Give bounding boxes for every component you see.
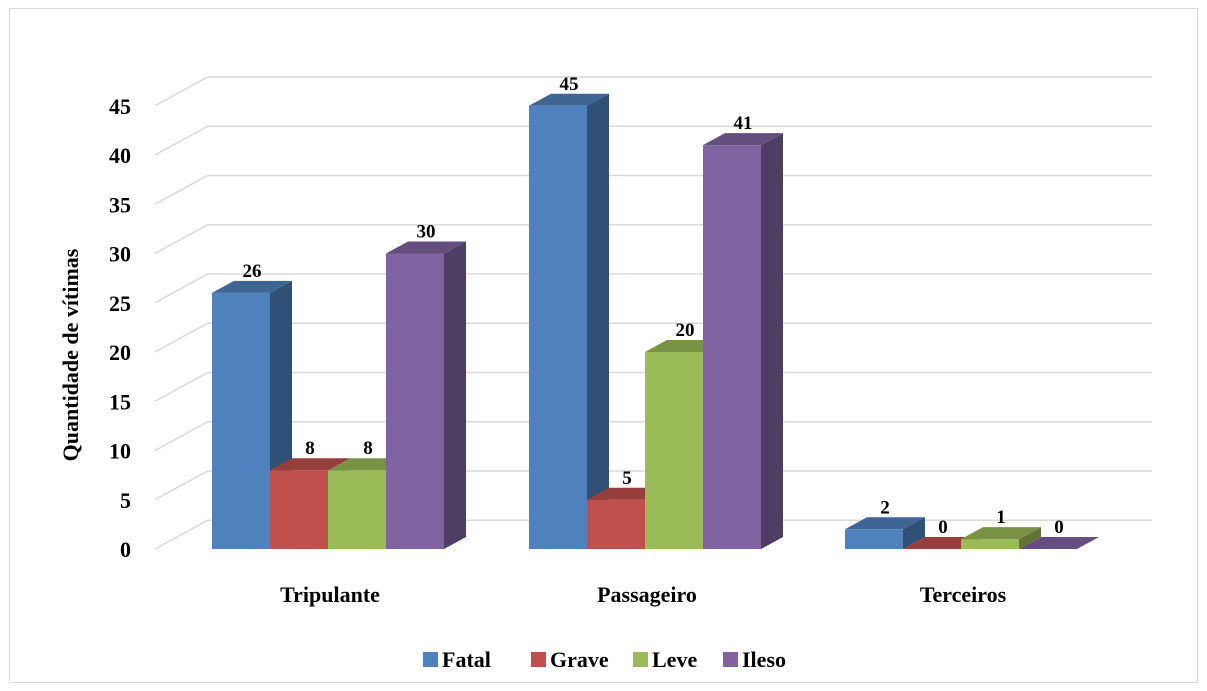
gridline-diagonal	[154, 421, 209, 452]
y-tick-label: 5	[120, 488, 131, 513]
bar-top	[386, 241, 466, 254]
legend-item-leve: Leve	[633, 647, 697, 672]
bar-top	[270, 458, 350, 471]
gridline-diagonal	[154, 470, 209, 501]
y-tick-label: 40	[109, 143, 131, 168]
bar-side	[761, 133, 783, 549]
bar-ileso-terceiros	[1019, 537, 1099, 549]
bar-fatal-passageiro	[529, 93, 609, 549]
legend-label: Ileso	[742, 647, 786, 672]
bar-front	[961, 539, 1019, 549]
bar-top	[529, 93, 609, 106]
legend-item-fatal: Fatal	[423, 647, 491, 672]
bar-fatal-terceiros	[845, 517, 925, 549]
bar-top	[961, 527, 1041, 540]
data-label: 0	[938, 517, 948, 538]
data-label: 0	[1054, 517, 1064, 538]
y-tick-label: 45	[109, 94, 131, 119]
y-tick-label: 20	[109, 340, 131, 365]
legend-swatch	[531, 652, 546, 667]
gridline-diagonal	[154, 76, 209, 107]
bar-front	[645, 352, 703, 549]
y-tick-label: 0	[120, 537, 131, 562]
bar-front	[587, 499, 645, 549]
y-tick-label: 10	[109, 439, 131, 464]
legend-label: Grave	[550, 647, 609, 672]
y-tick-label: 25	[109, 291, 131, 316]
data-label: 8	[363, 438, 373, 459]
data-label: 2	[880, 497, 890, 518]
gridline-diagonal	[154, 322, 209, 353]
legend: Fatal Grave Leve Ileso	[423, 647, 786, 672]
x-category-label: Terceiros	[920, 582, 1007, 607]
legend-label: Leve	[652, 647, 697, 672]
y-tick-label: 15	[109, 389, 131, 414]
bar-top	[703, 133, 783, 146]
legend-swatch	[723, 652, 738, 667]
legend-label: Fatal	[442, 647, 491, 672]
x-axis-categories: Tripulante Passageiro Terceiros	[280, 582, 1007, 607]
legend-item-ileso: Ileso	[723, 647, 786, 672]
data-label: 20	[676, 320, 695, 341]
bar-side	[444, 241, 466, 549]
x-category-label: Tripulante	[280, 582, 380, 607]
data-label: 26	[243, 261, 262, 282]
legend-swatch	[633, 652, 648, 667]
bar-ileso-tripulante	[386, 241, 466, 549]
bar-side	[1019, 527, 1041, 549]
gridline-diagonal	[154, 519, 209, 550]
data-label: 45	[560, 74, 579, 95]
bar-front	[270, 470, 328, 549]
x-category-label: Passageiro	[597, 582, 697, 607]
gridline-diagonal	[154, 125, 209, 156]
bar-front	[212, 292, 270, 549]
bar-top	[212, 280, 292, 293]
bar-front	[386, 253, 444, 549]
bar-top	[1019, 537, 1099, 549]
data-label: 1	[996, 507, 1006, 528]
bar-side	[903, 517, 925, 549]
bar-front	[328, 470, 386, 549]
bar-front	[703, 145, 761, 549]
gridline-diagonal	[154, 273, 209, 304]
bar-fatal-tripulante	[212, 280, 292, 549]
gridline-diagonal	[154, 174, 209, 205]
data-label: 8	[305, 438, 315, 459]
bar-top	[845, 517, 925, 530]
y-tick-label: 30	[109, 242, 131, 267]
y-axis-ticks: 0 5 10 15 20 25 30 35 40 45	[109, 94, 131, 562]
y-tick-label: 35	[109, 192, 131, 217]
bar-leve-terceiros	[961, 527, 1041, 549]
bar-front	[529, 105, 587, 549]
legend-swatch	[423, 652, 438, 667]
bar-ileso-passageiro	[703, 133, 783, 549]
gridline-diagonal	[154, 371, 209, 402]
data-label: 5	[622, 468, 632, 489]
data-label: 41	[734, 113, 753, 134]
data-label: 30	[417, 222, 436, 243]
bars	[212, 93, 1099, 549]
bar-front	[845, 529, 903, 549]
gridline-diagonal	[154, 224, 209, 255]
y-axis-title: Quantidade de vítimas	[58, 248, 83, 461]
bar-side	[587, 93, 609, 549]
legend-item-grave: Grave	[531, 647, 609, 672]
